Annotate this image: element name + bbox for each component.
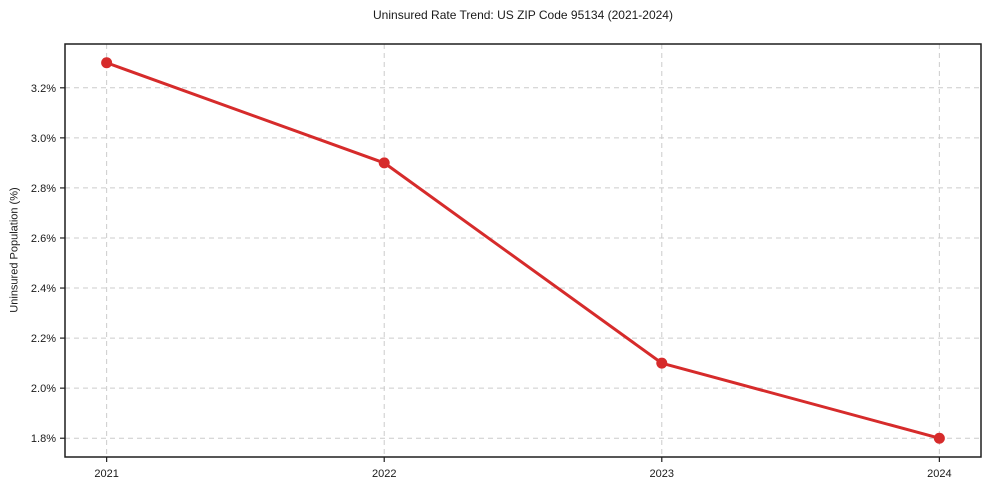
data-point xyxy=(101,57,113,69)
y-tick-label: 3.2% xyxy=(31,83,56,95)
y-tick-label: 2.8% xyxy=(31,183,56,195)
y-tick-label: 1.8% xyxy=(31,433,56,445)
y-tick-label: 2.0% xyxy=(31,383,56,395)
x-tick-label: 2021 xyxy=(94,468,118,480)
x-tick-label: 2024 xyxy=(927,468,951,480)
chart-title: Uninsured Rate Trend: US ZIP Code 95134 … xyxy=(373,8,673,22)
data-point xyxy=(656,357,668,369)
y-tick-label: 2.6% xyxy=(31,233,56,245)
data-point xyxy=(378,157,390,169)
y-tick-label: 3.0% xyxy=(31,133,56,145)
data-point xyxy=(933,432,945,444)
plot-border xyxy=(64,43,982,458)
x-tick-label: 2023 xyxy=(650,468,674,480)
y-tick-label: 2.4% xyxy=(31,283,56,295)
data-line xyxy=(105,61,941,440)
y-tick-label: 2.2% xyxy=(31,333,56,345)
x-tick-label: 2022 xyxy=(372,468,396,480)
